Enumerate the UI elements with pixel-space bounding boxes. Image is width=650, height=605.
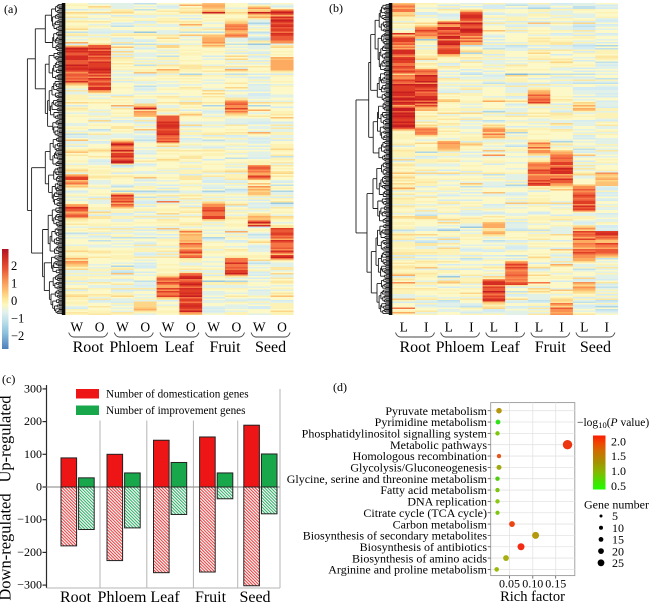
svg-text:0.15: 0.15 bbox=[545, 577, 566, 591]
svg-text:Pyruvate metabolism: Pyruvate metabolism bbox=[385, 404, 487, 418]
svg-text:W: W bbox=[207, 320, 220, 335]
svg-text:300: 300 bbox=[24, 381, 42, 395]
svg-text:100: 100 bbox=[24, 447, 42, 461]
svg-text:L: L bbox=[490, 320, 498, 335]
svg-text:Leaf: Leaf bbox=[165, 339, 195, 356]
svg-text:Rich factor: Rich factor bbox=[500, 589, 565, 605]
svg-text:2.0: 2.0 bbox=[611, 435, 626, 449]
svg-text:O: O bbox=[186, 320, 196, 335]
svg-text:Phosphatidylinositol signallin: Phosphatidylinositol signalling system bbox=[302, 427, 488, 441]
svg-text:Leaf: Leaf bbox=[491, 339, 521, 356]
svg-text:W: W bbox=[253, 320, 266, 335]
svg-text:1: 1 bbox=[11, 277, 17, 291]
svg-text:20: 20 bbox=[612, 544, 624, 558]
svg-text:Biosynthesis of secondary meta: Biosynthesis of secondary metabolites bbox=[303, 529, 488, 543]
svg-text:W: W bbox=[70, 320, 83, 335]
svg-text:Phloem: Phloem bbox=[109, 339, 158, 356]
svg-text:O: O bbox=[95, 320, 105, 335]
svg-text:25: 25 bbox=[612, 556, 624, 570]
svg-text:Seed: Seed bbox=[580, 339, 611, 356]
svg-text:(c): (c) bbox=[2, 372, 15, 386]
svg-text:Phloem: Phloem bbox=[98, 589, 147, 605]
svg-text:Number of domestication genes: Number of domestication genes bbox=[106, 389, 249, 401]
svg-text:Fruit: Fruit bbox=[535, 339, 567, 356]
svg-text:Carbon metabolism: Carbon metabolism bbox=[393, 517, 488, 531]
svg-text:I: I bbox=[604, 320, 609, 335]
svg-text:0.10: 0.10 bbox=[522, 577, 543, 591]
svg-text:I: I bbox=[424, 320, 429, 335]
svg-text:Homologous recombination: Homologous recombination bbox=[353, 449, 487, 463]
svg-text:Glycine, serine and threonine: Glycine, serine and threonine metabolism bbox=[287, 472, 488, 486]
svg-text:O: O bbox=[277, 320, 287, 335]
svg-text:0: 0 bbox=[36, 480, 42, 494]
svg-text:L: L bbox=[580, 320, 588, 335]
svg-text:Number of improvement genes: Number of improvement genes bbox=[106, 405, 246, 417]
svg-text:−300: −300 bbox=[17, 578, 42, 592]
svg-text:−1: −1 bbox=[11, 312, 24, 326]
svg-text:Up-regulated: Up-regulated bbox=[0, 395, 15, 483]
svg-text:0.5: 0.5 bbox=[611, 479, 626, 493]
svg-text:0.05: 0.05 bbox=[499, 577, 520, 591]
svg-text:Phloem: Phloem bbox=[436, 339, 485, 356]
svg-text:Seed: Seed bbox=[239, 589, 270, 605]
svg-text:O: O bbox=[140, 320, 150, 335]
svg-text:(d): (d) bbox=[333, 380, 347, 394]
svg-text:DNA replication: DNA replication bbox=[407, 495, 487, 509]
svg-text:Seed: Seed bbox=[255, 339, 286, 356]
svg-text:1.5: 1.5 bbox=[611, 449, 626, 463]
svg-text:10: 10 bbox=[612, 521, 624, 535]
svg-text:W: W bbox=[116, 320, 129, 335]
svg-text:Root: Root bbox=[60, 589, 92, 605]
svg-text:Citrate cycle (TCA cycle): Citrate cycle (TCA cycle) bbox=[363, 506, 487, 520]
svg-text:Metabolic pathways: Metabolic pathways bbox=[390, 438, 487, 452]
svg-text:Fruit: Fruit bbox=[195, 589, 227, 605]
svg-text:Leaf: Leaf bbox=[150, 589, 180, 605]
svg-text:I: I bbox=[514, 320, 519, 335]
svg-text:Pyrimidine metabolism: Pyrimidine metabolism bbox=[375, 415, 488, 429]
svg-text:(a): (a) bbox=[4, 2, 17, 16]
svg-text:2: 2 bbox=[11, 259, 17, 273]
svg-text:−200: −200 bbox=[17, 545, 42, 559]
svg-text:5: 5 bbox=[612, 509, 618, 523]
svg-text:Fatty acid metabolism: Fatty acid metabolism bbox=[380, 483, 487, 497]
svg-text:(b): (b) bbox=[329, 1, 343, 15]
svg-text:Root: Root bbox=[73, 339, 105, 356]
svg-text:Root: Root bbox=[399, 339, 431, 356]
svg-text:O: O bbox=[232, 320, 242, 335]
svg-text:W: W bbox=[162, 320, 175, 335]
svg-text:Arginine and proline metabolis: Arginine and proline metabolism bbox=[328, 563, 487, 577]
svg-text:Down-regulated: Down-regulated bbox=[0, 493, 15, 601]
svg-text:Biosynthesis of antibiotics: Biosynthesis of antibiotics bbox=[360, 540, 488, 554]
svg-text:1.0: 1.0 bbox=[611, 464, 626, 478]
svg-text:L: L bbox=[535, 320, 543, 335]
svg-text:200: 200 bbox=[24, 414, 42, 428]
svg-text:Gene number: Gene number bbox=[584, 498, 649, 512]
svg-text:15: 15 bbox=[612, 533, 624, 547]
svg-text:−log10(P value): −log10(P value) bbox=[577, 417, 649, 430]
svg-text:I: I bbox=[559, 320, 564, 335]
svg-text:−100: −100 bbox=[17, 512, 42, 526]
svg-text:Glycolysis/Gluconeogenesis: Glycolysis/Gluconeogenesis bbox=[350, 461, 487, 475]
svg-text:I: I bbox=[469, 320, 474, 335]
svg-text:L: L bbox=[400, 320, 408, 335]
svg-text:L: L bbox=[445, 320, 453, 335]
svg-text:−2: −2 bbox=[11, 329, 24, 343]
svg-text:0: 0 bbox=[11, 294, 17, 308]
svg-text:Biosynthesis of amino acids: Biosynthesis of amino acids bbox=[352, 551, 487, 565]
svg-text:Fruit: Fruit bbox=[209, 339, 241, 356]
